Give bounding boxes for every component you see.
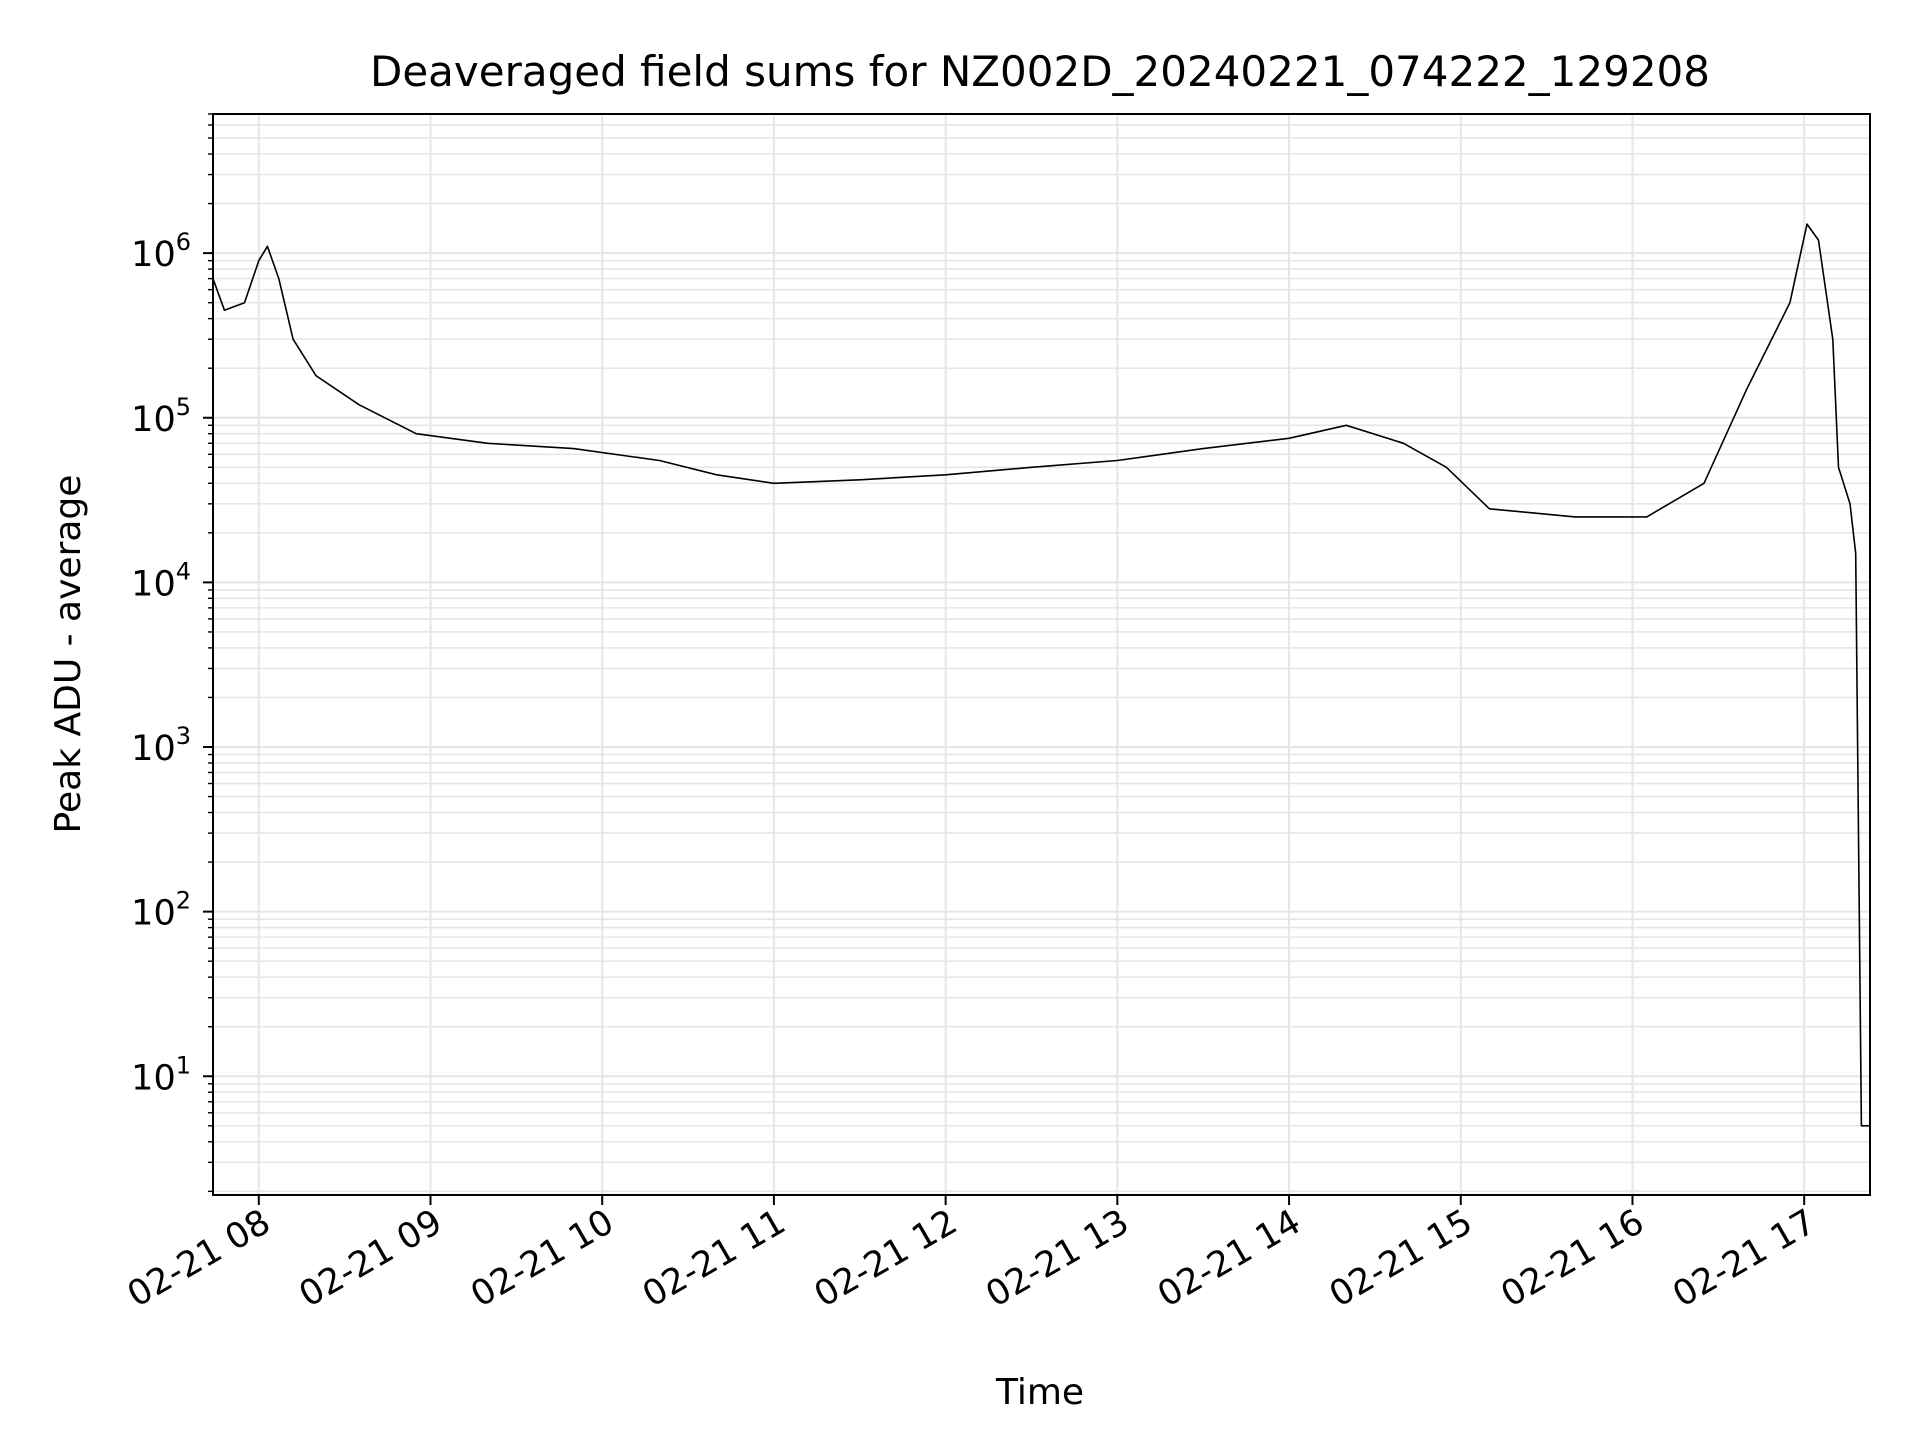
grid-layer: [213, 113, 1870, 1195]
y-tick-base: 10: [131, 564, 176, 604]
y-tick-label: 101: [131, 1051, 191, 1098]
y-axis-label: Peak ADU - average: [48, 475, 89, 834]
y-tick-label: 105: [131, 393, 191, 440]
y-tick-base: 10: [131, 894, 176, 934]
y-tick-label: 103: [131, 722, 191, 769]
y-tick-label: 104: [131, 557, 191, 604]
y-tick-base: 10: [131, 235, 176, 275]
chart-title: Deaveraged field sums for NZ002D_2024022…: [370, 47, 1710, 96]
y-tick-label: 102: [131, 887, 191, 934]
y-tick-base: 10: [131, 729, 176, 769]
y-tick-exponent: 3: [176, 722, 191, 750]
y-tick-exponent: 5: [176, 393, 191, 421]
y-tick-exponent: 1: [176, 1051, 191, 1079]
y-tick-exponent: 6: [176, 228, 191, 256]
y-tick-exponent: 2: [176, 887, 191, 915]
series-layer: [212, 223, 1870, 1127]
y-tick-base: 10: [131, 400, 176, 440]
y-tick-base: 10: [131, 1058, 176, 1098]
series-line: [212, 223, 1870, 1127]
plot-frame: [212, 113, 1871, 1196]
y-tick-label: 106: [131, 228, 191, 275]
x-axis-label: Time: [995, 1372, 1084, 1413]
y-tick-exponent: 4: [176, 557, 191, 585]
